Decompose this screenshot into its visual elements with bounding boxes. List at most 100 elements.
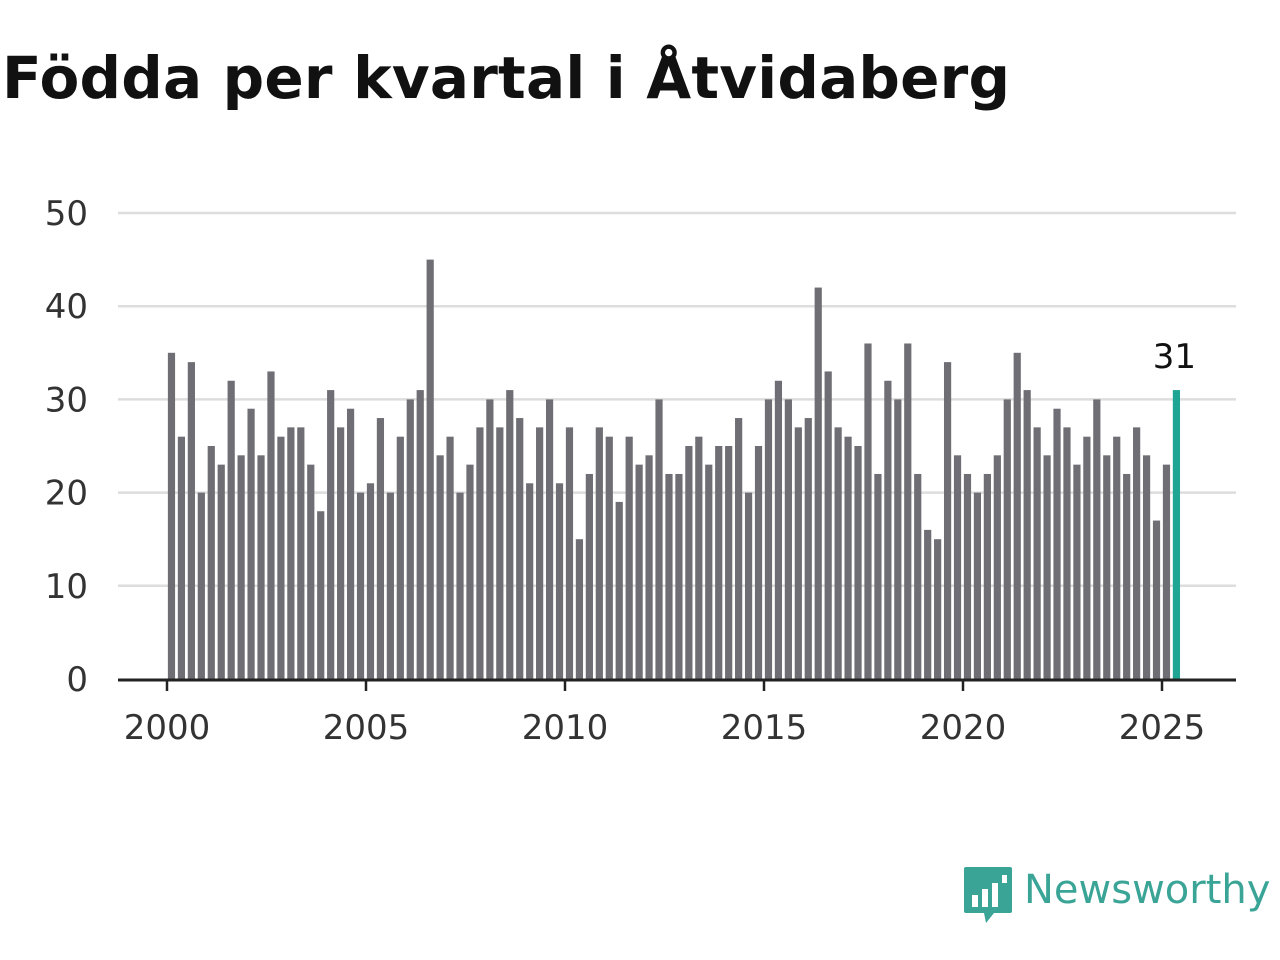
bar-2010-q4 xyxy=(595,427,603,679)
bar-2006-q4 xyxy=(436,455,444,679)
chart-title: Födda per kvartal i Åtvidaberg xyxy=(2,44,1011,112)
x-tick-label-2015: 2015 xyxy=(721,708,808,748)
bar-2020-q4 xyxy=(993,455,1001,679)
bar-2017-q3 xyxy=(864,343,872,679)
bar-2011-q1 xyxy=(605,436,613,679)
bar-2000-q4 xyxy=(197,492,205,679)
bar-2022-q4 xyxy=(1073,464,1081,679)
bar-2003-q2 xyxy=(297,427,305,679)
bar-2023-q4 xyxy=(1113,436,1121,679)
bar-2024-q1 xyxy=(1123,473,1131,679)
bar-2000-q3 xyxy=(187,362,195,679)
bar-2004-q3 xyxy=(346,408,355,679)
bar-2001-q3 xyxy=(227,380,235,679)
bar-2008-q3 xyxy=(506,390,514,679)
bar-2004-q2 xyxy=(337,427,345,679)
bar-2023-q3 xyxy=(1103,455,1111,679)
bar-2012-q3 xyxy=(665,473,673,679)
bar-2014-q3 xyxy=(744,492,753,679)
bar-2001-q4 xyxy=(237,455,245,679)
bar-2012-q2 xyxy=(655,399,663,679)
bar-2022-q1 xyxy=(1043,455,1051,679)
bar-2021-q1 xyxy=(1003,399,1011,679)
bar-2000-q1 xyxy=(167,352,176,679)
bar-2019-q2 xyxy=(934,539,942,679)
bar-2019-q4 xyxy=(953,455,962,679)
bar-2016-q2 xyxy=(814,287,822,679)
bar-2009-q4 xyxy=(555,483,564,679)
bar-2010-q3 xyxy=(585,473,593,679)
bar-2008-q1 xyxy=(486,399,494,679)
y-tick-label-10: 10 xyxy=(45,567,88,607)
bar-2025-q1 xyxy=(1162,464,1171,679)
bar-2011-q3 xyxy=(625,436,633,679)
bar-2023-q2 xyxy=(1093,399,1101,679)
bar-2018-q1 xyxy=(884,380,892,679)
bar-2000-q2 xyxy=(177,436,186,679)
y-tick-label-0: 0 xyxy=(66,660,88,700)
bar-2001-q2 xyxy=(217,464,225,679)
bar-2010-q2 xyxy=(575,539,584,679)
bar-2007-q3 xyxy=(466,464,474,679)
highlight-value-label: 31 xyxy=(1153,337,1196,377)
bar-2008-q2 xyxy=(496,427,504,679)
bar-2013-q2 xyxy=(695,436,703,679)
bar-2023-q1 xyxy=(1083,436,1091,679)
bar-2016-q1 xyxy=(804,418,812,679)
bars xyxy=(167,259,1181,679)
y-tick-label-30: 30 xyxy=(45,380,88,420)
bar-2007-q2 xyxy=(456,492,464,679)
bar-2011-q4 xyxy=(635,464,643,679)
bar-2014-q4 xyxy=(754,446,763,679)
bar-2024-q3 xyxy=(1142,455,1151,679)
bar-2022-q3 xyxy=(1063,427,1071,679)
bar-2024-q2 xyxy=(1133,427,1141,679)
y-axis-labels: 0 10 20 30 40 50 xyxy=(45,194,88,700)
bar-2004-q4 xyxy=(356,492,365,679)
x-tick-label-2010: 2010 xyxy=(522,708,609,748)
bar-2020-q2 xyxy=(973,492,982,679)
bar-2003-q3 xyxy=(307,464,315,679)
x-tick-label-2005: 2005 xyxy=(323,708,410,748)
bar-2019-q3 xyxy=(943,362,952,679)
bar-2022-q2 xyxy=(1053,408,1061,679)
bar-2015-q3 xyxy=(784,399,792,679)
bar-2018-q4 xyxy=(914,473,922,679)
bar-2007-q4 xyxy=(476,427,484,679)
bar-2024-q4 xyxy=(1152,520,1161,679)
bar-2016-q4 xyxy=(834,427,842,679)
bar-2019-q1 xyxy=(924,529,932,679)
bar-2016-q3 xyxy=(824,371,832,679)
newsworthy-logo-icon xyxy=(964,867,1012,923)
bar-2008-q4 xyxy=(516,418,524,679)
bar-2006-q2 xyxy=(416,390,424,679)
bar-2009-q2 xyxy=(536,427,544,679)
bar-2007-q1 xyxy=(446,436,454,679)
x-axis-labels: 2000 2005 2010 2015 2020 2025 xyxy=(124,708,1206,748)
bar-2018-q3 xyxy=(904,343,912,679)
bar-2003-q1 xyxy=(287,427,295,679)
y-tick-label-20: 20 xyxy=(45,474,88,514)
newsworthy-logo[interactable]: Newsworthy xyxy=(962,864,1270,928)
bar-2017-q2 xyxy=(854,446,862,679)
y-tick-label-50: 50 xyxy=(45,194,88,234)
y-tick-label-40: 40 xyxy=(45,287,88,327)
bar-2017-q1 xyxy=(844,436,852,679)
bar-2013-q3 xyxy=(705,464,713,679)
bar-2014-q2 xyxy=(735,418,743,679)
bar-2005-q4 xyxy=(396,436,404,679)
bar-2009-q3 xyxy=(545,399,554,679)
bar-2020-q1 xyxy=(963,473,972,679)
bar-2012-q1 xyxy=(645,455,653,679)
bar-2004-q1 xyxy=(327,390,335,679)
bar-2017-q4 xyxy=(874,473,882,679)
bar-2005-q2 xyxy=(376,418,385,679)
bar-2005-q1 xyxy=(366,483,375,679)
bar-2005-q3 xyxy=(386,492,394,679)
bar-2006-q1 xyxy=(406,399,414,679)
bar-2015-q1 xyxy=(764,399,773,679)
bar-2011-q2 xyxy=(615,501,623,679)
bar-2002-q1 xyxy=(247,408,255,679)
bar-2015-q2 xyxy=(774,380,783,679)
